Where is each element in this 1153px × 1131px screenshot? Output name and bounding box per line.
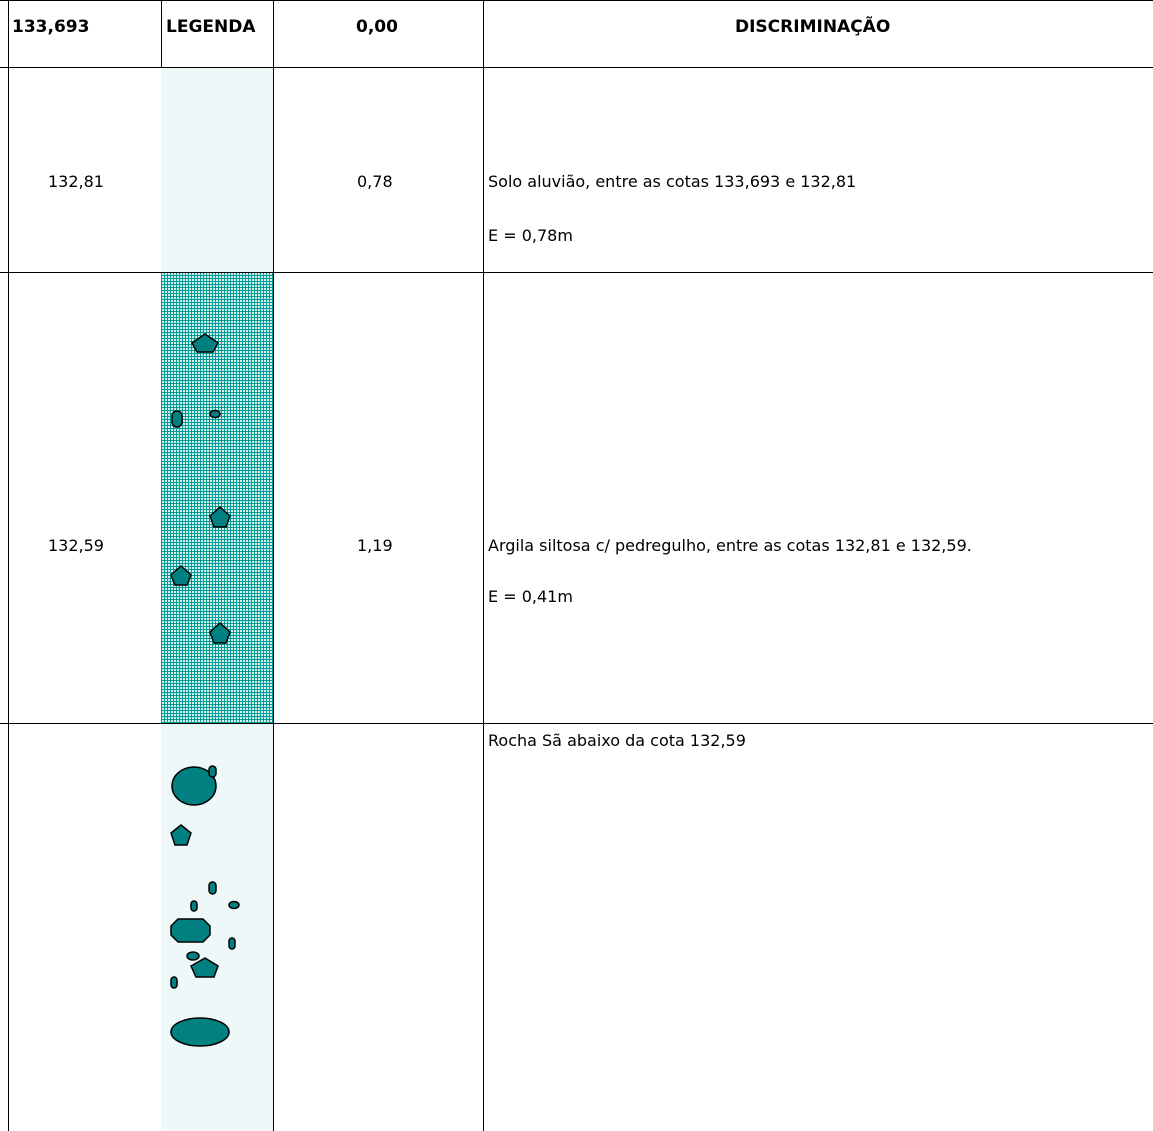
rock-small-capsule-icon bbox=[208, 765, 217, 778]
pebble-capsule-icon bbox=[171, 410, 183, 428]
rock-small-capsule-icon bbox=[208, 881, 217, 895]
pebble-pentagon-icon bbox=[170, 564, 192, 586]
row1-thickness: E = 0,78m bbox=[488, 226, 573, 245]
row1-depth: 0,78 bbox=[357, 172, 393, 191]
column-divider-legend-right bbox=[273, 0, 274, 1131]
rock-large-ellipse-icon bbox=[171, 766, 217, 806]
table-border-top bbox=[0, 0, 1153, 1]
row2-bottom-line bbox=[0, 723, 1153, 724]
row2-elevation: 132,59 bbox=[48, 536, 104, 555]
rock-octagon-icon bbox=[170, 918, 211, 943]
header-description-label: DISCRIMINAÇÃO bbox=[735, 17, 891, 37]
row2-thickness: E = 0,41m bbox=[488, 587, 573, 606]
rock-small-capsule-icon bbox=[190, 900, 198, 912]
header-bottom-line bbox=[0, 67, 1153, 68]
pebble-pentagon-icon bbox=[191, 333, 219, 353]
header-legend-label: LEGENDA bbox=[166, 17, 256, 37]
pebble-pentagon-icon bbox=[209, 621, 231, 644]
legend-clay-gravel bbox=[161, 273, 273, 723]
table-border-left bbox=[8, 0, 9, 1131]
rock-pentagon-icon bbox=[170, 824, 192, 846]
pebble-small-ellipse-icon bbox=[209, 409, 221, 419]
header-row: 133,693 LEGENDA 0,00 DISCRIMINAÇÃO bbox=[0, 0, 1153, 67]
header-top-elevation: 133,693 bbox=[12, 17, 90, 37]
row3-description: Rocha Sã abaixo da cota 132,59 bbox=[488, 731, 746, 750]
rock-pentagon-icon bbox=[190, 957, 219, 978]
row2-description: Argila siltosa c/ pedregulho, entre as c… bbox=[488, 536, 972, 555]
row2-depth: 1,19 bbox=[357, 536, 393, 555]
header-start-depth: 0,00 bbox=[356, 17, 398, 37]
rock-large-ellipse-icon bbox=[170, 1017, 230, 1047]
rock-small-capsule-icon bbox=[228, 937, 236, 950]
pebble-pentagon-icon bbox=[209, 505, 231, 528]
row1-description: Solo aluvião, entre as cotas 133,693 e 1… bbox=[488, 172, 857, 191]
row1-elevation: 132,81 bbox=[48, 172, 104, 191]
row1-bottom-line bbox=[0, 272, 1153, 273]
column-divider-description-left bbox=[483, 0, 484, 1131]
legend-soil-aluvial bbox=[161, 68, 273, 272]
rock-small-ellipse-icon bbox=[228, 900, 240, 910]
rock-small-capsule-icon bbox=[170, 976, 178, 989]
rock-small-ellipse-icon bbox=[186, 951, 200, 961]
